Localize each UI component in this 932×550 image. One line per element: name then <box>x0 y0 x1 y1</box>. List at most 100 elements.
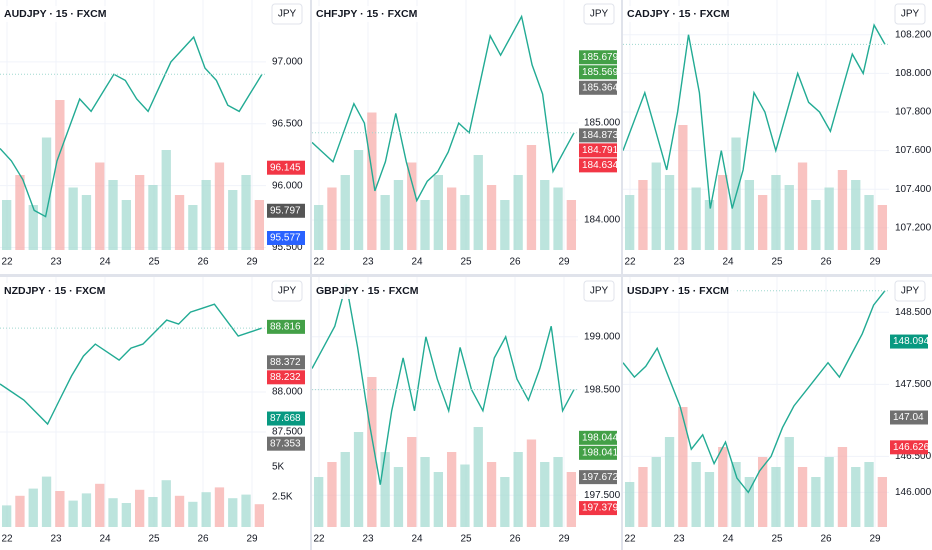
x-tick-label: 25 <box>460 534 472 545</box>
price-badge <box>267 203 305 218</box>
price-line <box>311 14 575 203</box>
x-tick-label: 23 <box>50 257 62 268</box>
volume-bar <box>851 180 861 250</box>
x-tick-label: 23 <box>673 257 685 268</box>
x-tick-label: 24 <box>99 257 111 268</box>
x-tick-label: 22 <box>313 257 325 268</box>
volume-bar <box>121 200 132 250</box>
x-tick-label: 26 <box>509 534 521 545</box>
y-tick-label: 185.000 <box>584 118 621 129</box>
volume-bar <box>651 457 661 527</box>
y-tick-label: 199.000 <box>584 331 621 342</box>
volume-bar <box>526 145 536 250</box>
chart-panel[interactable]: 185.000 184.000 22 23 24 25 26 29 185.679 185.569… <box>311 0 621 273</box>
volume-bar <box>28 205 38 250</box>
volume-bar <box>651 162 661 250</box>
title-bg <box>311 283 424 299</box>
x-tick-label: 24 <box>99 534 111 545</box>
price-badge-label: 147.04 <box>893 412 924 423</box>
volume-bar <box>664 175 675 250</box>
price-badge-label: 88.816 <box>270 321 301 332</box>
x-tick-label: 23 <box>362 257 374 268</box>
y-tick-label: 184.000 <box>584 215 621 226</box>
x-tick-label: 29 <box>246 534 258 545</box>
currency-label: JPY <box>589 9 608 20</box>
x-tick-label: 26 <box>820 257 832 268</box>
price-badge-label: 95.577 <box>270 233 301 244</box>
chart-panel[interactable]: 108.200 108.000 107.800 107.600 107.400 107.2… <box>623 0 932 273</box>
volume-bar <box>419 200 430 250</box>
volume-bar <box>121 502 132 527</box>
price-badge-label: 87.353 <box>270 438 301 449</box>
price-badge <box>578 65 617 80</box>
price-badge <box>890 440 928 455</box>
price-badge <box>267 411 305 426</box>
chart-panel[interactable]: 148.500 147.500 146.500 146.000 22 23 24 25 26 29… <box>623 277 932 550</box>
volume-bar <box>704 472 715 527</box>
volume-bar <box>81 195 92 250</box>
volume-bar <box>566 200 576 250</box>
volume-bar <box>228 190 238 250</box>
volume-bar <box>108 180 118 250</box>
volume-bar <box>366 377 377 527</box>
price-badge <box>578 445 617 460</box>
price-badge-label: 184.873 <box>582 130 619 141</box>
currency-box <box>271 280 303 302</box>
volume-bar <box>108 498 118 527</box>
chart-panel[interactable]: 199.000 198.500 197.500 22 23 24 25 26 29 198.044… <box>311 277 621 550</box>
y-tick-label: 107.400 <box>895 184 932 195</box>
x-tick-label: 25 <box>771 257 783 268</box>
y-tick-label: 87.500 <box>272 427 303 438</box>
currency-box <box>271 3 303 25</box>
chart-panel[interactable]: 97.000 96.500 96.000 95.500 22 23 24 25 26 29 96.1… <box>0 0 309 273</box>
volume-bar <box>188 501 198 527</box>
volume-bar <box>55 490 65 527</box>
y-tick-label: 97.000 <box>272 57 303 68</box>
volume-bar <box>744 180 755 250</box>
currency-box <box>894 3 926 25</box>
x-tick-label: 26 <box>820 534 832 545</box>
price-badge <box>578 128 617 143</box>
price-badge-label: 184.791 <box>582 145 619 156</box>
volume-bar <box>446 452 456 527</box>
x-tick-label: 24 <box>411 257 423 268</box>
volume-bar <box>731 462 741 527</box>
chart-title: AUDJPY · 15 · FXCM <box>4 8 107 20</box>
currency-box <box>583 280 614 302</box>
price-badge-label: 185.569 <box>582 67 619 78</box>
volume-bar <box>419 457 430 527</box>
volume-bar <box>473 427 483 527</box>
chart-panel[interactable]: 88.000 87.500 22 23 24 25 26 29 5K 2.5K 88.816 88.3… <box>0 277 309 550</box>
volume-bar <box>15 175 25 250</box>
volume-bar <box>340 452 350 527</box>
y-tick-label: 88.000 <box>272 387 303 398</box>
volume-bar <box>41 137 52 250</box>
volume-bar <box>406 437 416 527</box>
price-line <box>0 35 263 218</box>
price-badge-label: 88.372 <box>270 357 301 368</box>
title-bg <box>0 6 112 22</box>
price-badge-label: 146.626 <box>893 442 930 453</box>
volume-bar <box>201 492 211 527</box>
volume-bar <box>254 504 265 527</box>
price-line <box>623 290 886 494</box>
volume-bar <box>877 205 888 250</box>
y-tick-label: 107.200 <box>895 222 932 233</box>
volume-bar <box>691 187 701 250</box>
volume-bar <box>134 489 145 527</box>
volume-bar <box>797 162 808 250</box>
currency-label: JPY <box>901 286 920 297</box>
volume-bar <box>326 187 337 250</box>
volume-bar <box>148 185 158 250</box>
x-tick-label: 22 <box>1 534 13 545</box>
price-badge-label: 185.364 <box>582 82 619 93</box>
volume-bar <box>552 457 563 527</box>
price-badge-label: 95.797 <box>270 205 301 216</box>
x-tick-label: 22 <box>624 534 636 545</box>
volume-bar <box>691 462 701 527</box>
y-tick-label: 108.000 <box>895 68 932 79</box>
volume-bar <box>313 205 323 250</box>
x-tick-label: 24 <box>722 534 734 545</box>
volume-bar <box>241 175 251 250</box>
x-tick-label: 29 <box>558 257 570 268</box>
